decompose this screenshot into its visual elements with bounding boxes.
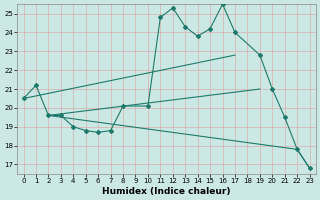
X-axis label: Humidex (Indice chaleur): Humidex (Indice chaleur) bbox=[102, 187, 231, 196]
